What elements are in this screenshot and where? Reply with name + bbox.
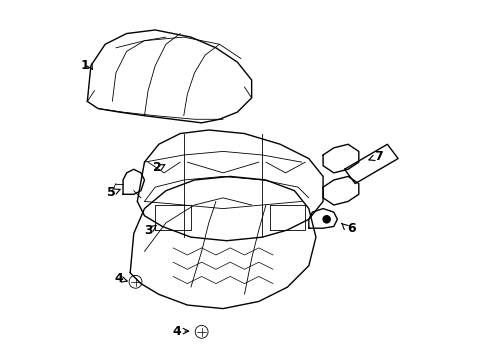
- Text: 4: 4: [172, 325, 181, 338]
- Circle shape: [323, 216, 329, 223]
- Text: 2: 2: [152, 161, 161, 174]
- Text: 6: 6: [346, 222, 355, 235]
- Text: 1: 1: [80, 59, 89, 72]
- Text: 5: 5: [107, 186, 116, 199]
- Text: 4: 4: [114, 272, 123, 285]
- Text: 3: 3: [143, 224, 152, 237]
- Text: 7: 7: [373, 150, 382, 163]
